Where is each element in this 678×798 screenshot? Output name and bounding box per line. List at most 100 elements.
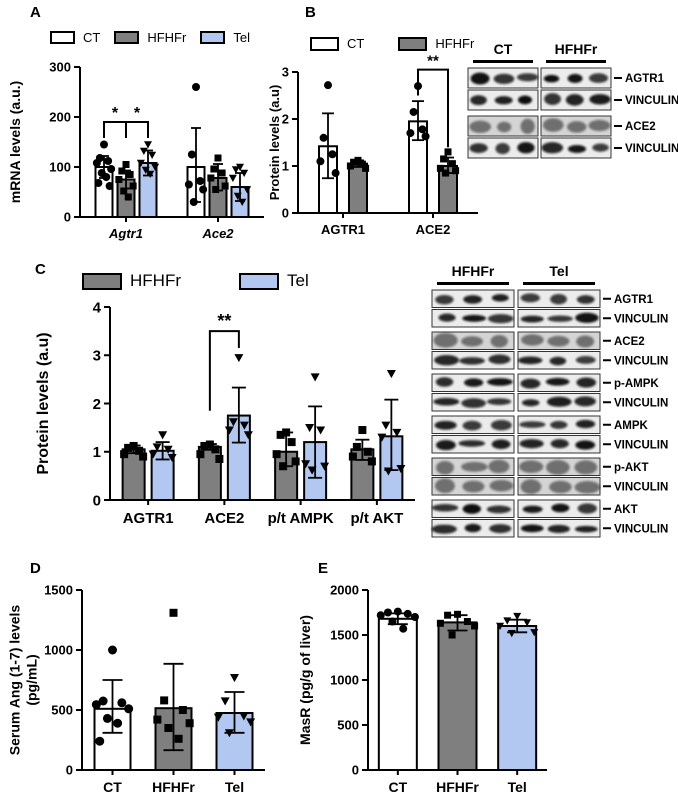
panel-c: C HFHFr Tel 0 1 2 3 4 AGTR1 ACE2 p/t AMPK p/t AKT… (0, 255, 430, 555)
svg-text:Tel: Tel (508, 779, 527, 795)
legend-label: Tel (233, 30, 250, 45)
legend-label: HFHFr (130, 271, 181, 290)
error-bars (322, 100, 454, 180)
legend-swatch (398, 36, 428, 51)
svg-text:Tel: Tel (225, 779, 244, 795)
svg-text:1500: 1500 (44, 583, 73, 598)
axes (76, 589, 265, 775)
svg-text:0: 0 (282, 206, 289, 221)
svg-text:HFHFr: HFHFr (152, 779, 195, 795)
svg-text:AGTR1: AGTR1 (321, 222, 365, 237)
significance-brackets: ** (103, 105, 149, 138)
panel-c-western-blot: HFHFr Tel AGTR1 VINCULIN ACE2 VINCULIN p-AMPK V… (431, 263, 668, 538)
svg-text:**: ** (217, 311, 231, 331)
data-points (316, 81, 460, 178)
svg-text:HFHFr: HFHFr (436, 779, 479, 795)
panel-e-chart: 0 500 1000 1500 2000 CT HFHFr Tel MasR (pg/g of … (297, 583, 547, 795)
panel-a-legend: CT HFHFr Tel (50, 30, 250, 45)
svg-text:500: 500 (337, 718, 359, 733)
svg-text:100: 100 (49, 160, 71, 175)
legend-item-hfhfr: HFHFr (398, 36, 474, 51)
svg-text:**: ** (427, 53, 439, 70)
svg-text:VINCULIN: VINCULIN (614, 397, 668, 409)
svg-text:ACE2: ACE2 (204, 510, 244, 527)
axis-labels: 0 1 2 3 AGTR1 ACE2 Protein levels (a.u) (267, 65, 450, 237)
bars (318, 120, 458, 214)
svg-text:CT: CT (103, 779, 122, 795)
legend-swatch (114, 31, 140, 44)
legend-item-hfhfr: HFHFr (114, 30, 186, 45)
svg-text:500: 500 (51, 703, 73, 718)
legend-item-ct: CT (50, 30, 100, 45)
svg-text:VINCULIN: VINCULIN (625, 95, 678, 107)
significance-brackets: ** (417, 53, 449, 148)
svg-text:VINCULIN: VINCULIN (614, 523, 668, 535)
svg-text:CT: CT (388, 779, 407, 795)
svg-text:VINCULIN: VINCULIN (614, 355, 668, 367)
legend-item-hfhfr: HFHFr (82, 271, 181, 291)
svg-text:0: 0 (352, 763, 359, 778)
svg-text:2000: 2000 (330, 583, 359, 598)
panel-c-label: C (35, 261, 46, 278)
svg-text:VINCULIN: VINCULIN (614, 481, 668, 493)
legend-label: Tel (286, 271, 309, 290)
data-points (376, 607, 539, 639)
svg-text:1: 1 (93, 444, 101, 461)
svg-text:Serum Ang (1-7) levels: Serum Ang (1-7) levels (7, 605, 23, 756)
data-points (92, 83, 252, 206)
significance-brackets: ** (208, 311, 240, 411)
panel-b-legend: CT HFHFr (310, 36, 474, 51)
svg-text:HFHFr: HFHFr (555, 41, 598, 57)
svg-text:AMPK: AMPK (614, 420, 649, 432)
bars (93, 707, 254, 772)
svg-text:p-AKT: p-AKT (614, 462, 649, 474)
svg-text:mRNA levels (a.u.): mRNA levels (a.u.) (7, 81, 23, 203)
legend-swatch (310, 36, 339, 51)
svg-text:ACE2: ACE2 (416, 222, 451, 237)
svg-text:300: 300 (49, 60, 71, 75)
svg-text:VINCULIN: VINCULIN (614, 439, 668, 451)
svg-text:AGTR1: AGTR1 (123, 510, 174, 527)
svg-text:CT: CT (494, 41, 513, 57)
svg-text:Protein levels (a.u): Protein levels (a.u) (35, 332, 52, 474)
svg-text:p/t AKT: p/t AKT (350, 510, 403, 527)
svg-text:AGTR1: AGTR1 (625, 73, 665, 85)
svg-text:HFHFr: HFHFr (452, 263, 495, 279)
svg-text:2: 2 (93, 396, 101, 413)
svg-text:4: 4 (93, 299, 102, 316)
svg-text:Protein levels (a.u): Protein levels (a.u) (267, 85, 282, 201)
svg-text:1500: 1500 (330, 628, 359, 643)
panel-e: E 0 500 1000 1500 2000 CT HFHFr Tel MasR (pg/g o… (290, 550, 600, 798)
svg-text:2: 2 (282, 112, 289, 127)
panel-a-label: A (30, 4, 41, 21)
panel-c-chart: 0 1 2 3 4 AGTR1 ACE2 p/t AMPK p/t AKT Protein lev… (35, 299, 415, 527)
legend-label: CT (347, 36, 365, 51)
svg-text:ACE2: ACE2 (614, 336, 645, 348)
panel-b: B CT HFHFr 0 1 2 3 AGTR1 ACE2 Protein levels (a… (267, 0, 484, 258)
svg-text:(pg/mL): (pg/mL) (24, 654, 40, 705)
svg-text:1: 1 (282, 159, 289, 174)
svg-text:0: 0 (64, 210, 71, 225)
svg-text:200: 200 (49, 110, 71, 125)
panel-b-chart: 0 1 2 3 AGTR1 ACE2 Protein levels (a.u) ** (267, 53, 478, 237)
svg-text:Tel: Tel (549, 263, 568, 279)
data-points (120, 354, 406, 476)
legend-swatch (238, 272, 279, 290)
svg-text:*: * (134, 105, 141, 122)
panel-a: A CT HFHFr Tel 0 100 200 300 Agtr1 Ace2 mRNA lev… (0, 0, 272, 258)
svg-text:Ace2: Ace2 (201, 226, 234, 241)
svg-text:0: 0 (93, 492, 101, 509)
svg-text:VINCULIN: VINCULIN (625, 143, 678, 155)
legend-label: CT (83, 30, 101, 45)
data-points (91, 608, 256, 746)
axis-labels: 0 1 2 3 4 AGTR1 ACE2 p/t AMPK p/t AKT Protein lev… (35, 299, 403, 527)
legend-item-ct: CT (310, 36, 364, 51)
legend-label: HFHFr (435, 36, 475, 51)
legend-item-tel: Tel (238, 271, 309, 291)
axis-labels: 0 100 200 300 Agtr1 Ace2 mRNA levels (a.u.) (7, 60, 234, 241)
svg-text:1000: 1000 (44, 643, 73, 658)
error-bars (102, 662, 245, 752)
panel-e-label: E (318, 560, 329, 577)
